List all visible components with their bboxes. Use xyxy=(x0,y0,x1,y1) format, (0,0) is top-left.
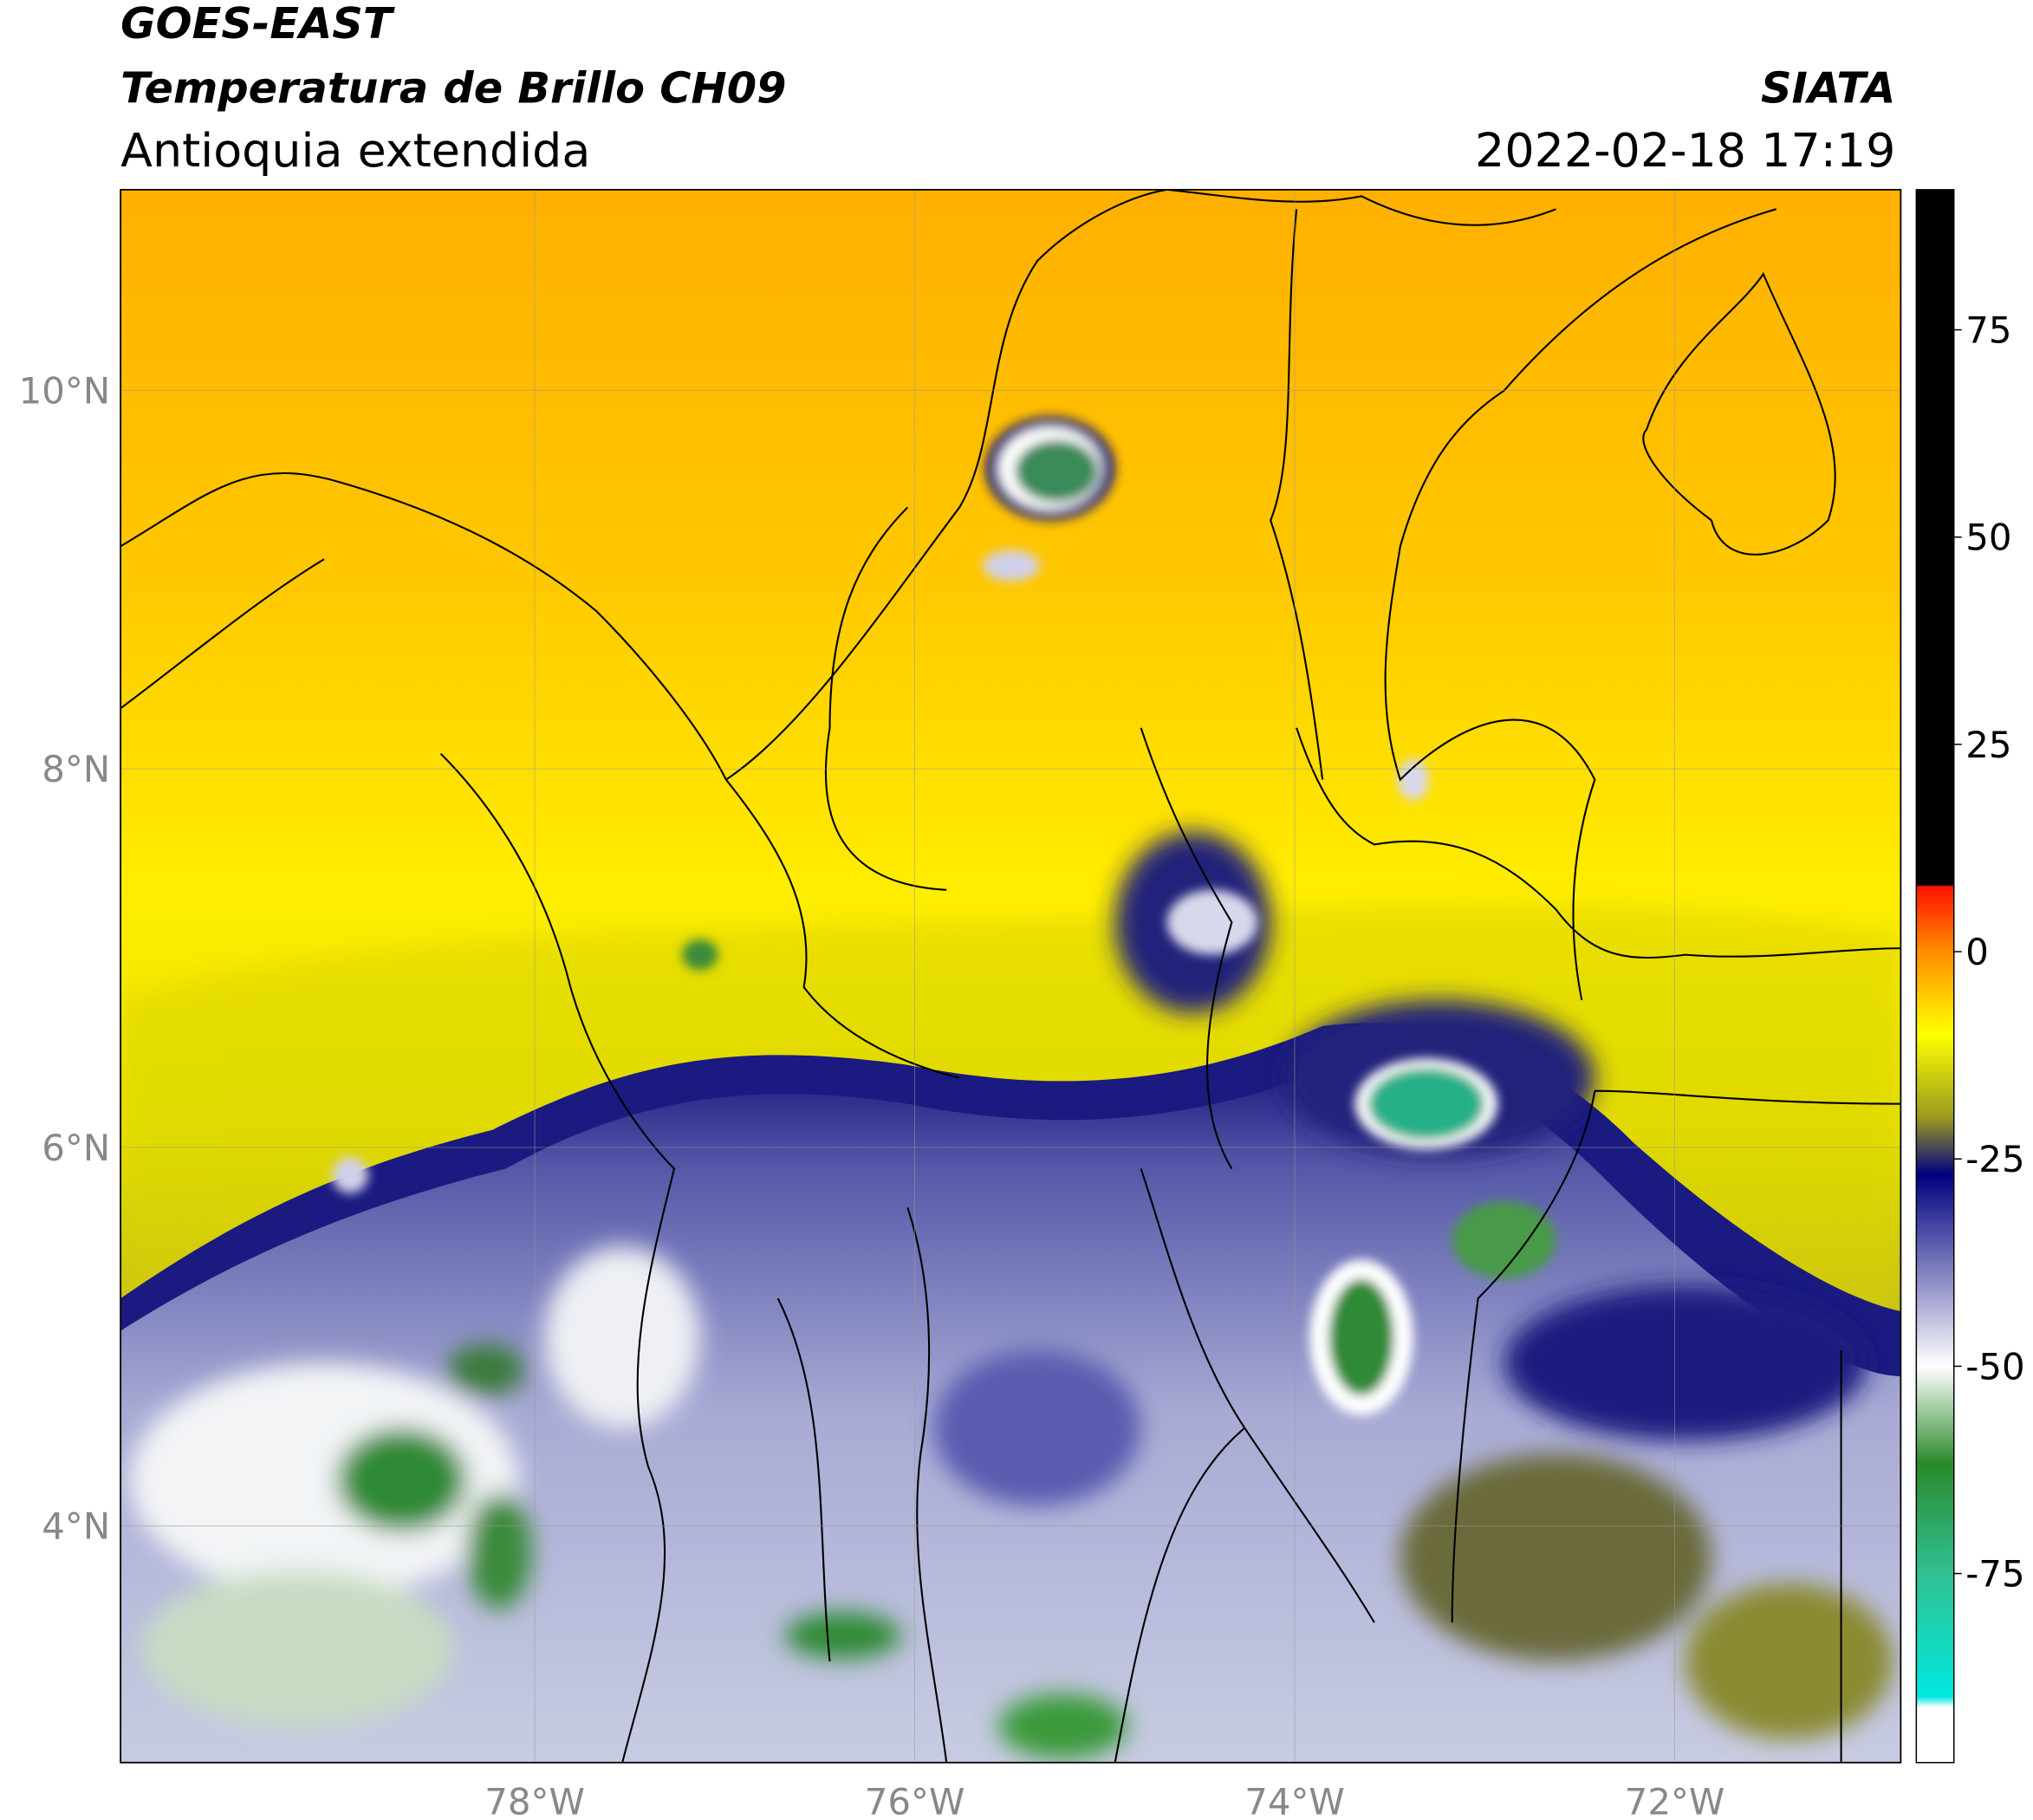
y-tick-label: 4°N xyxy=(42,1505,110,1548)
colorbar-tick-label: 25 xyxy=(1965,724,2011,766)
x-tick-label: 74°W xyxy=(1244,1781,1345,1820)
colorbar-tick-label: 50 xyxy=(1965,517,2011,559)
subtitle: Temperatura de Brillo CH09 xyxy=(120,63,786,114)
map-frame xyxy=(120,188,1902,1764)
map-image xyxy=(120,189,1901,1763)
title: GOES-EAST xyxy=(120,0,395,49)
x-tick-label: 78°W xyxy=(484,1781,585,1820)
colorbar-tick-label: 0 xyxy=(1965,931,1989,973)
datetime: 2022-02-18 17:19 xyxy=(1475,123,1895,178)
x-tick-label: 76°W xyxy=(865,1781,965,1820)
y-tick-label: 8°N xyxy=(42,748,110,790)
colorbar-tick-label: -25 xyxy=(1965,1138,2024,1180)
region: Antioquia extendida xyxy=(120,123,590,178)
colorbar-bar xyxy=(1915,189,1955,1764)
x-tick-label: 72°W xyxy=(1625,1781,1725,1820)
graticule: 78°W 76°W 74°W 72°W 4°N 6°N 8°N 10°N xyxy=(19,189,1901,1820)
colorbar: 75 50 25 0 -25 -50 -75 xyxy=(1915,189,2025,1764)
y-tick-label: 10°N xyxy=(19,369,111,412)
y-tick-label: 6°N xyxy=(42,1127,110,1169)
colorbar-tick-label: 75 xyxy=(1965,309,2011,352)
colorbar-tick-label: -75 xyxy=(1965,1553,2024,1596)
colorbar-tick-label: -50 xyxy=(1965,1345,2024,1388)
agency: SIATA xyxy=(1761,63,1895,114)
